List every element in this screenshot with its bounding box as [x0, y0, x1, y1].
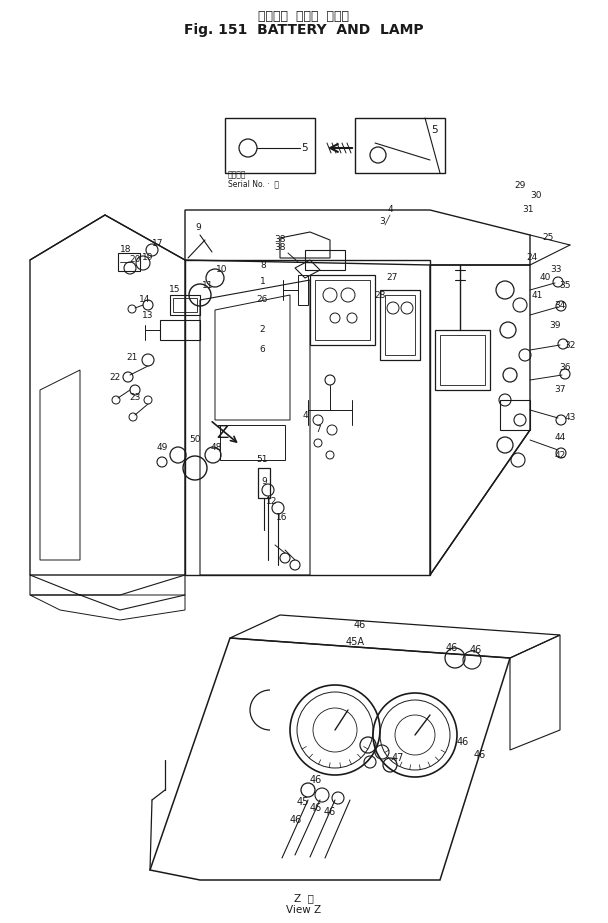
- Text: 28: 28: [375, 291, 385, 299]
- Text: 35: 35: [559, 281, 571, 290]
- Bar: [118, 253, 140, 271]
- Text: 1: 1: [260, 278, 266, 286]
- Text: 12: 12: [266, 497, 278, 507]
- Text: 49: 49: [156, 442, 168, 451]
- Text: 39: 39: [549, 320, 561, 330]
- Text: 34: 34: [554, 301, 565, 309]
- Text: 29: 29: [514, 181, 526, 189]
- Text: 38: 38: [274, 235, 286, 245]
- Text: 24: 24: [527, 254, 537, 262]
- Text: 8: 8: [260, 260, 266, 270]
- Text: 47: 47: [392, 753, 404, 763]
- Text: Z: Z: [216, 424, 228, 442]
- Text: 2: 2: [259, 326, 265, 334]
- Text: 46: 46: [310, 775, 322, 785]
- Text: Fig. 151  BATTERY  AND  LAMP: Fig. 151 BATTERY AND LAMP: [184, 23, 424, 37]
- Text: 37: 37: [554, 386, 566, 394]
- Text: 38: 38: [274, 244, 286, 253]
- Text: 31: 31: [522, 206, 534, 214]
- Text: 4: 4: [387, 206, 393, 214]
- Text: 46: 46: [324, 807, 336, 817]
- Bar: [355, 118, 445, 173]
- Bar: [258, 468, 270, 498]
- Text: 45A: 45A: [345, 637, 365, 647]
- Text: 43: 43: [564, 414, 576, 423]
- Text: View Z: View Z: [286, 905, 322, 915]
- Bar: [298, 275, 308, 305]
- Bar: [170, 295, 200, 315]
- Text: 46: 46: [457, 737, 469, 747]
- Text: 46: 46: [474, 750, 486, 760]
- Text: 27: 27: [386, 273, 398, 282]
- Bar: [173, 298, 197, 312]
- Text: 17: 17: [152, 238, 164, 247]
- Text: バッテリ  および  ランプ: バッテリ および ランプ: [258, 9, 350, 22]
- Text: 5: 5: [302, 143, 308, 153]
- Text: 6: 6: [259, 345, 265, 354]
- Text: 50: 50: [189, 436, 201, 445]
- Bar: [225, 118, 315, 173]
- Text: 3: 3: [379, 218, 385, 226]
- Text: 20: 20: [130, 256, 140, 265]
- Text: 11: 11: [202, 281, 214, 290]
- Text: 25: 25: [542, 234, 554, 243]
- Text: 30: 30: [530, 190, 542, 199]
- Text: 48: 48: [210, 442, 222, 451]
- Text: 51: 51: [256, 455, 268, 464]
- Text: 40: 40: [539, 273, 551, 282]
- Text: 42: 42: [554, 450, 565, 460]
- Text: 21: 21: [126, 354, 137, 363]
- Text: 19: 19: [142, 253, 154, 261]
- Text: 46: 46: [354, 620, 366, 630]
- Text: 36: 36: [559, 364, 571, 373]
- Text: Z  矢: Z 矢: [294, 893, 314, 903]
- Text: 33: 33: [550, 266, 562, 274]
- Text: 18: 18: [120, 246, 132, 255]
- Text: 46: 46: [310, 803, 322, 813]
- Text: 13: 13: [142, 310, 154, 319]
- Text: 16: 16: [276, 513, 288, 522]
- Text: 5: 5: [432, 125, 438, 135]
- Text: Serial No. ·  ～: Serial No. · ～: [228, 179, 279, 188]
- Text: 7: 7: [315, 426, 321, 435]
- Text: 44: 44: [554, 434, 565, 442]
- Text: 26: 26: [257, 295, 268, 305]
- Text: 9: 9: [261, 477, 267, 486]
- Text: 9: 9: [195, 223, 201, 233]
- Text: 15: 15: [169, 285, 181, 294]
- Text: 10: 10: [216, 266, 228, 274]
- Text: 46: 46: [290, 815, 302, 825]
- Text: 46: 46: [446, 643, 458, 653]
- Text: 適用番号: 適用番号: [228, 171, 246, 179]
- Text: 45: 45: [297, 797, 309, 807]
- Text: 22: 22: [109, 374, 120, 382]
- Text: 4: 4: [302, 411, 308, 419]
- Text: 41: 41: [531, 291, 543, 299]
- Text: 32: 32: [564, 341, 576, 350]
- Text: 14: 14: [139, 295, 151, 305]
- Text: 46: 46: [470, 645, 482, 655]
- Text: 23: 23: [130, 393, 140, 402]
